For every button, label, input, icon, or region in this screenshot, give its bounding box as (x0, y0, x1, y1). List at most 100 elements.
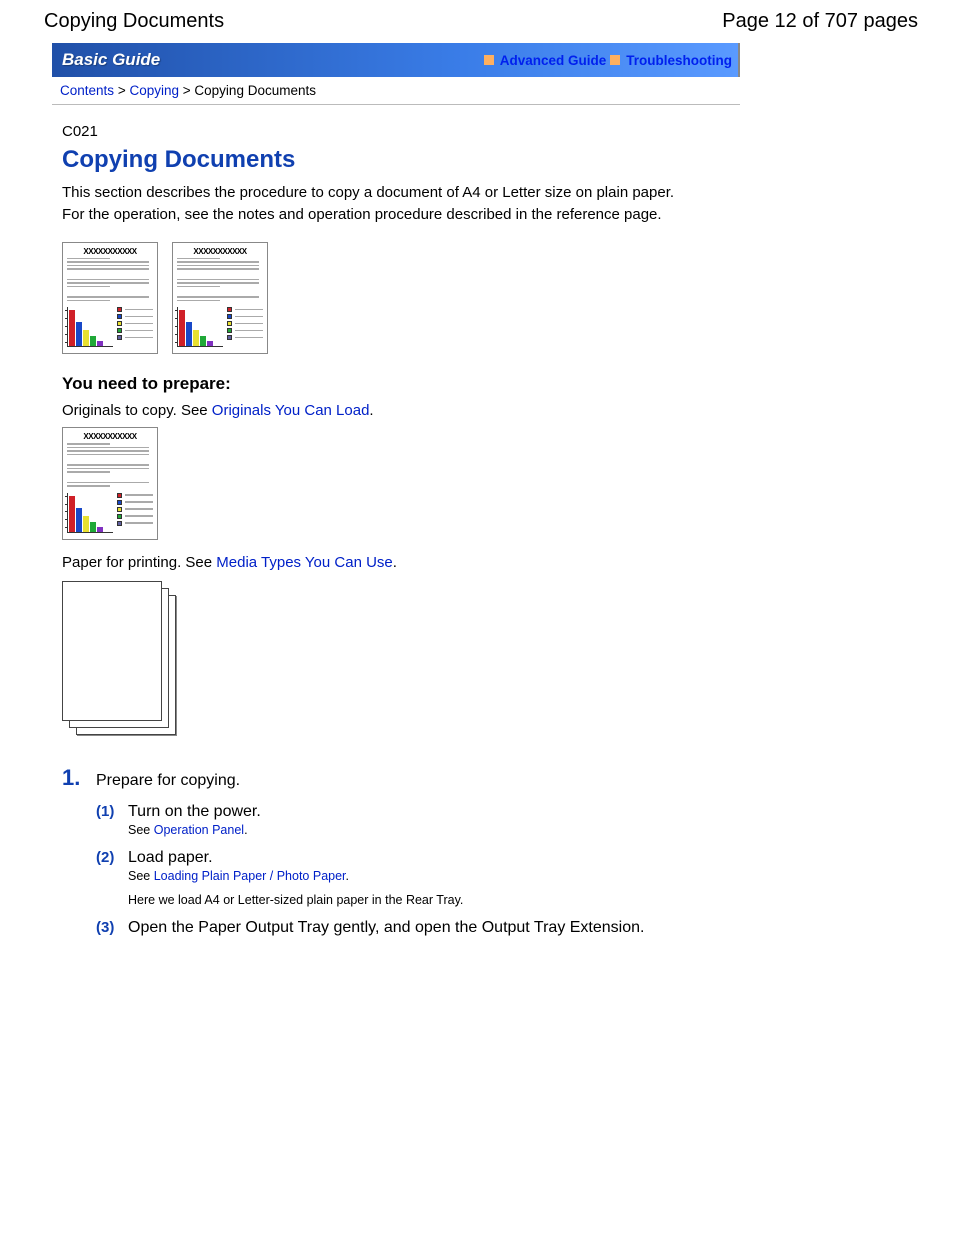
chart-bar (186, 322, 192, 346)
legend-label-line (125, 494, 153, 496)
substep-number: (1) (96, 803, 122, 820)
dot: . (346, 869, 349, 883)
legend-label-line (125, 515, 153, 517)
substep-title: Open the Paper Output Tray gently, and o… (128, 919, 644, 937)
guide-title: Basic Guide (62, 50, 160, 70)
paper-stack-illustration (62, 581, 180, 741)
text-line (177, 258, 220, 260)
doc-card-title: XXXXXXXXXXX (177, 247, 263, 256)
legend-label-line (125, 522, 153, 524)
paper-sheet (62, 581, 162, 721)
legend-swatch (227, 314, 232, 319)
legend-row (117, 314, 153, 319)
mini-bar-chart (177, 307, 223, 347)
prepare-heading: You need to prepare: (62, 374, 740, 394)
text-line (67, 468, 149, 470)
text-line (67, 454, 149, 456)
text-line (67, 471, 110, 473)
paper-pre: Paper for printing. See (62, 554, 216, 571)
dot: . (393, 554, 397, 571)
legend-row (117, 321, 153, 326)
step-1: 1. Prepare for copying. (62, 765, 740, 791)
legend-label-line (235, 323, 263, 325)
legend-label-line (235, 337, 263, 339)
chart-bar (90, 336, 96, 346)
legend-swatch (117, 521, 122, 526)
legend-row (117, 521, 153, 526)
operation-panel-link[interactable]: Operation Panel (154, 823, 244, 837)
chart-bar (83, 330, 89, 346)
advanced-guide-link[interactable]: Advanced Guide (500, 53, 607, 68)
text-line (67, 482, 149, 484)
legend-label-line (235, 330, 263, 332)
chart-bar (90, 522, 96, 532)
see-pre: See (128, 869, 154, 883)
text-line (177, 265, 259, 267)
intro-text: This section describes the procedure to … (62, 182, 740, 226)
bullet-icon (484, 55, 494, 65)
doc-card-title: XXXXXXXXXXX (67, 432, 153, 441)
chart-bar (200, 336, 206, 346)
bullet-icon (610, 55, 620, 65)
chart-bar (97, 341, 103, 346)
text-line (67, 268, 149, 270)
legend-label-line (125, 508, 153, 510)
paper-link[interactable]: Media Types You Can Use (216, 554, 393, 571)
doc-card-title: XXXXXXXXXXX (67, 247, 153, 256)
breadcrumb: Contents > Copying > Copying Documents (52, 77, 740, 105)
legend-row (117, 500, 153, 505)
chart-bar (69, 496, 75, 532)
substep-2: (2) Load paper. See Loading Plain Paper … (96, 849, 740, 907)
mini-legend (223, 307, 263, 347)
legend-swatch (117, 335, 122, 340)
see-pre: See (128, 823, 154, 837)
legend-swatch (117, 507, 122, 512)
legend-row (227, 335, 263, 340)
legend-row (227, 321, 263, 326)
legend-swatch (227, 328, 232, 333)
loading-paper-link[interactable]: Loading Plain Paper / Photo Paper (154, 869, 346, 883)
text-line (177, 282, 259, 284)
legend-label-line (235, 316, 263, 318)
legend-row (227, 314, 263, 319)
text-line (67, 286, 110, 288)
legend-row (117, 307, 153, 312)
legend-swatch (117, 314, 122, 319)
troubleshooting-link[interactable]: Troubleshooting (626, 53, 732, 68)
legend-swatch (117, 493, 122, 498)
legend-row (227, 328, 263, 333)
originals-link[interactable]: Originals You Can Load (212, 402, 370, 419)
legend-label-line (125, 501, 153, 503)
card-lower (177, 307, 263, 347)
guide-links: Advanced Guide Troubleshooting (484, 53, 732, 68)
breadcrumb-contents-link[interactable]: Contents (60, 83, 114, 98)
card-lower (67, 493, 153, 533)
substep-title: Load paper. (128, 849, 213, 867)
chart-bar (76, 322, 82, 346)
card-lower (67, 307, 153, 347)
breadcrumb-sep: > (118, 83, 126, 98)
text-line (177, 268, 259, 270)
legend-swatch (117, 514, 122, 519)
text-line (177, 300, 220, 302)
legend-label-line (235, 309, 263, 311)
chart-bar (83, 516, 89, 532)
legend-row (117, 335, 153, 340)
text-line (67, 261, 149, 263)
chart-bar (69, 310, 75, 346)
text-line (67, 296, 149, 298)
step-number: 1. (62, 765, 86, 791)
chart-bar (97, 527, 103, 532)
chart-bar (193, 330, 199, 346)
text-line (67, 464, 149, 466)
originals-pre: Originals to copy. See (62, 402, 212, 419)
mini-legend (113, 307, 153, 347)
breadcrumb-copying-link[interactable]: Copying (129, 83, 179, 98)
text-line (177, 296, 259, 298)
document-illustration: XXXXXXXXXXX (172, 242, 268, 355)
legend-swatch (117, 307, 122, 312)
breadcrumb-current: Copying Documents (194, 83, 316, 98)
legend-swatch (227, 307, 232, 312)
paper-line: Paper for printing. See Media Types You … (62, 554, 740, 571)
text-line (67, 279, 149, 281)
